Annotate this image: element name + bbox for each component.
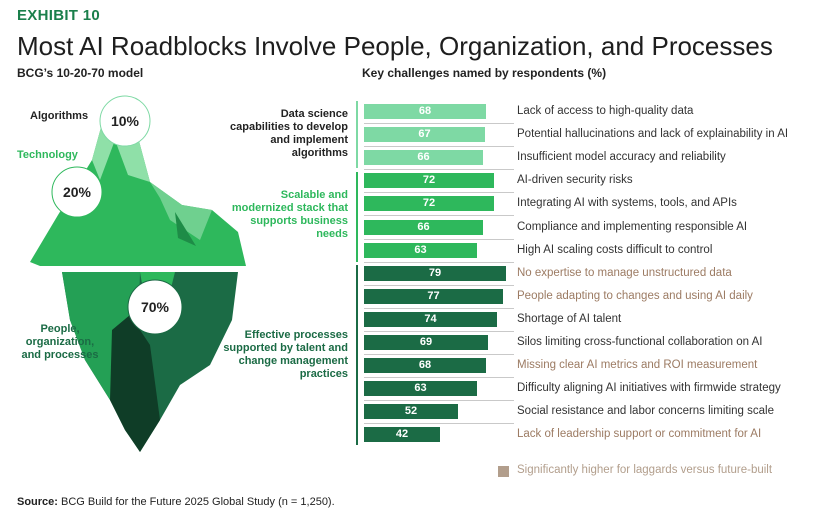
- source-label: Source:: [17, 496, 58, 508]
- bar-3: [364, 150, 483, 165]
- technology-pct: 20%: [63, 184, 92, 200]
- category-label-13: Difficulty aligning AI initiatives with …: [517, 382, 781, 394]
- bar-11: [364, 335, 488, 350]
- bar-15: [364, 427, 440, 442]
- row-separator: [364, 400, 514, 401]
- category-label-3: Insufficient model accuracy and reliabil…: [517, 151, 726, 163]
- bar-13: [364, 381, 477, 396]
- bar-value-15: 42: [395, 428, 409, 440]
- bar-9: [364, 289, 503, 304]
- category-label-8: No expertise to manage unstructured data: [517, 267, 732, 279]
- category-label-5: Integrating AI with systems, tools, and …: [517, 197, 737, 209]
- bar-4: [364, 173, 494, 188]
- model-subtitle: BCG’s 10-20-70 model: [17, 66, 144, 80]
- row-separator: [364, 377, 514, 378]
- algorithms-pct: 10%: [111, 113, 140, 129]
- category-label-10: Shortage of AI talent: [517, 313, 622, 325]
- category-label-12: Missing clear AI metrics and ROI measure…: [517, 359, 758, 371]
- source-text: BCG Build for the Future 2025 Global Stu…: [57, 496, 335, 508]
- row-separator: [364, 331, 514, 332]
- group-label-effective-processes: Effective processes supported by talent …: [223, 329, 348, 380]
- bar-value-6: 66: [417, 221, 430, 233]
- technology-badge: [51, 166, 103, 218]
- row-separator: [364, 262, 514, 263]
- category-label-15: Lack of leadership support or commitment…: [517, 428, 762, 440]
- people-label: People, organization, and processes: [21, 323, 99, 361]
- row-separator: [364, 169, 514, 170]
- group-line-1: [356, 101, 358, 168]
- legend-swatch: [498, 466, 509, 477]
- bar-12: [364, 358, 486, 373]
- people-pct: 70%: [141, 299, 170, 315]
- category-label-14: Social resistance and labor concerns lim…: [517, 405, 774, 417]
- source-note: Source: BCG Build for the Future 2025 Gl…: [17, 496, 335, 508]
- bar-value-2: 67: [418, 128, 431, 140]
- people-badge: [127, 279, 183, 335]
- bar-value-12: 68: [418, 359, 432, 371]
- bar-value-13: 63: [414, 382, 427, 394]
- iceberg-illustration: 10% 20% 70%: [30, 95, 246, 452]
- bar-10: [364, 312, 497, 327]
- iceberg-top-highlight: [150, 182, 212, 240]
- bar-value-3: 66: [417, 151, 430, 163]
- category-label-2: Potential hallucinations and lack of exp…: [517, 128, 789, 140]
- algorithms-badge: [99, 95, 151, 147]
- bar-value-4: 72: [422, 174, 436, 186]
- bar-value-8: 79: [428, 267, 442, 279]
- category-label-7: High AI scaling costs difficult to contr…: [517, 244, 713, 256]
- group-label-data-science: Data science capabilities to develop and…: [230, 108, 348, 159]
- bar-value-7: 63: [414, 244, 427, 256]
- legend-label: Significantly higher for laggards versus…: [517, 464, 773, 476]
- exhibit-label: EXHIBIT 10: [17, 7, 101, 24]
- group-label-scalable-stack: Scalable and modernized stack that suppo…: [231, 189, 348, 240]
- category-label-11: Silos limiting cross-functional collabor…: [517, 336, 763, 348]
- bar-7: [364, 243, 477, 258]
- group-line-2: [356, 172, 358, 262]
- row-separator: [364, 146, 514, 147]
- category-label-1: Lack of access to high-quality data: [517, 105, 694, 117]
- row-separator: [364, 215, 514, 216]
- page-title: Most AI Roadblocks Involve People, Organ…: [17, 31, 773, 61]
- bar-5: [364, 196, 494, 211]
- bar-value-5: 72: [422, 197, 436, 209]
- category-label-4: AI-driven security risks: [517, 174, 633, 186]
- bar-value-10: 74: [424, 313, 437, 325]
- category-label-9: People adapting to changes and using AI …: [517, 290, 753, 302]
- row-separator: [364, 423, 514, 424]
- row-separator: [364, 354, 514, 355]
- category-label-6: Compliance and implementing responsible …: [517, 221, 748, 233]
- row-separator: [364, 285, 514, 286]
- row-separator: [364, 123, 514, 124]
- row-separator: [364, 192, 514, 193]
- technology-label: Technology: [17, 149, 78, 161]
- bar-6: [364, 220, 483, 235]
- iceberg-top-shadow: [175, 212, 196, 246]
- iceberg-bottom-deep: [110, 315, 160, 452]
- bar-value-11: 69: [419, 336, 433, 348]
- row-separator: [364, 308, 514, 309]
- bar-14: [364, 404, 458, 419]
- bar-value-9: 77: [427, 290, 440, 302]
- bar-2: [364, 127, 485, 142]
- row-separator: [364, 239, 514, 240]
- algorithms-label: Algorithms: [30, 110, 89, 122]
- chart-subtitle: Key challenges named by respondents (%): [362, 66, 607, 80]
- bar-8: [364, 266, 506, 281]
- bar-value-1: 68: [418, 105, 432, 117]
- group-line-3: [356, 265, 358, 445]
- bar-value-14: 52: [404, 405, 418, 417]
- bar-1: [364, 104, 486, 119]
